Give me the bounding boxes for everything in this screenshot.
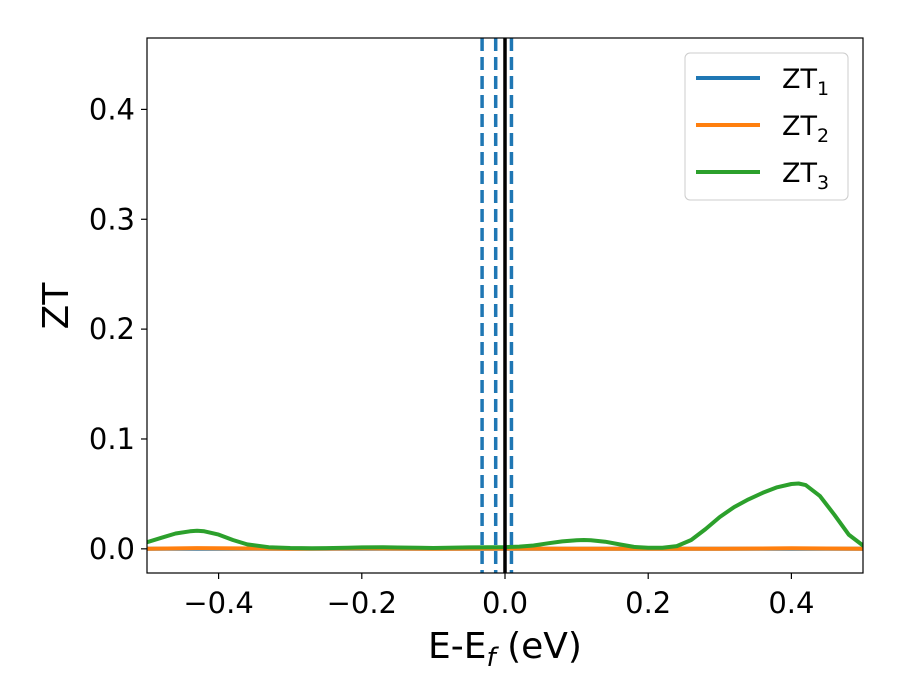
y-axis-label: ZT xyxy=(36,282,77,330)
series-line-zt3 xyxy=(147,481,863,551)
x-tick-label: 0.2 xyxy=(625,586,671,620)
legend-label-zt2: ZT2 xyxy=(782,111,829,147)
vline-layer xyxy=(480,38,514,573)
x-axis-label-unit: (eV) xyxy=(496,626,582,667)
x-tick-label: 0.0 xyxy=(482,586,528,620)
x-tick-label: 0.4 xyxy=(768,586,814,620)
y-tick-label: 0.0 xyxy=(89,532,135,566)
legend: ZT1 ZT2 ZT3 xyxy=(684,52,849,201)
x-axis-label: E-Ef (eV) xyxy=(428,626,582,673)
y-axis: 0.0 0.1 0.2 0.3 0.4 xyxy=(89,92,147,566)
x-tick-label: −0.4 xyxy=(183,586,253,620)
legend-box xyxy=(684,52,849,201)
y-tick-label: 0.4 xyxy=(89,92,135,126)
x-axis: −0.4 −0.2 0.0 0.2 0.4 xyxy=(183,573,814,620)
y-tick-label: 0.2 xyxy=(89,312,135,346)
legend-label-zt3: ZT3 xyxy=(782,158,829,194)
y-tick-label: 0.1 xyxy=(89,422,135,456)
x-tick-label: −0.2 xyxy=(327,586,397,620)
x-axis-label-main: E-E xyxy=(428,626,486,667)
y-tick-label: 0.3 xyxy=(89,202,135,236)
legend-label-zt1: ZT1 xyxy=(782,64,829,100)
